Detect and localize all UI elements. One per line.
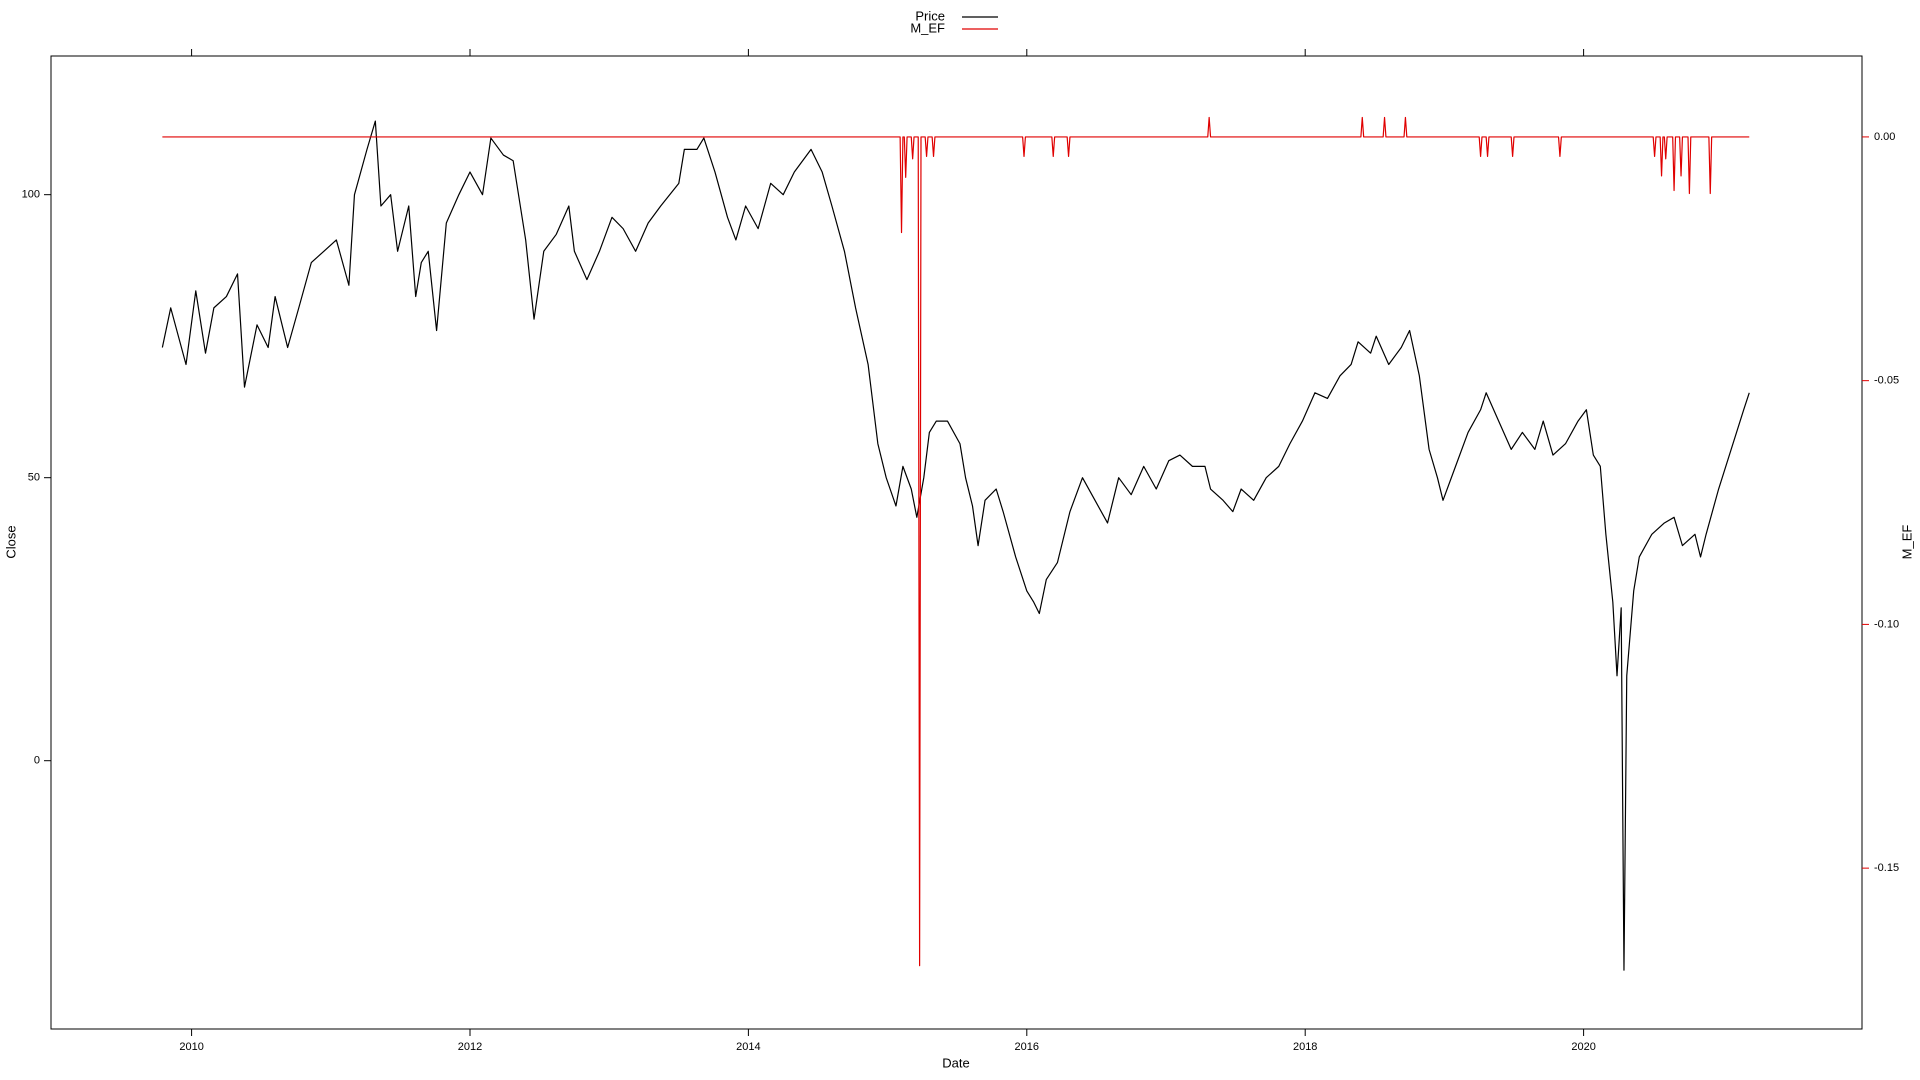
x-tick-label: 2014 [736, 1041, 760, 1053]
legend-label: M_EF [910, 20, 945, 35]
plot-frame [50, 55, 1863, 1030]
y-tick-label: 100 [22, 189, 40, 201]
x-tick-label: 2020 [1571, 1041, 1595, 1053]
series-line [161, 120, 1750, 971]
x-tick-label: 2018 [1293, 1041, 1317, 1053]
y2-axis-label: M_EF [1899, 525, 1914, 560]
y2-tick-label: -0.05 [1874, 375, 1899, 387]
x-axis-label: Date [942, 1055, 969, 1070]
y2-tick-label: -0.15 [1874, 862, 1899, 874]
legend-label: Price [915, 8, 945, 23]
x-tick-label: 2012 [458, 1041, 482, 1053]
y-tick-label: 50 [28, 472, 40, 484]
y2-tick-label: -0.10 [1874, 618, 1899, 630]
y-tick-label: 0 [34, 755, 40, 767]
x-tick-label: 2010 [179, 1041, 203, 1053]
y-axis-label: Close [3, 525, 18, 558]
y2-tick-label: 0.00 [1874, 131, 1895, 143]
x-tick-label: 2016 [1015, 1041, 1039, 1053]
series-line [162, 116, 1750, 967]
